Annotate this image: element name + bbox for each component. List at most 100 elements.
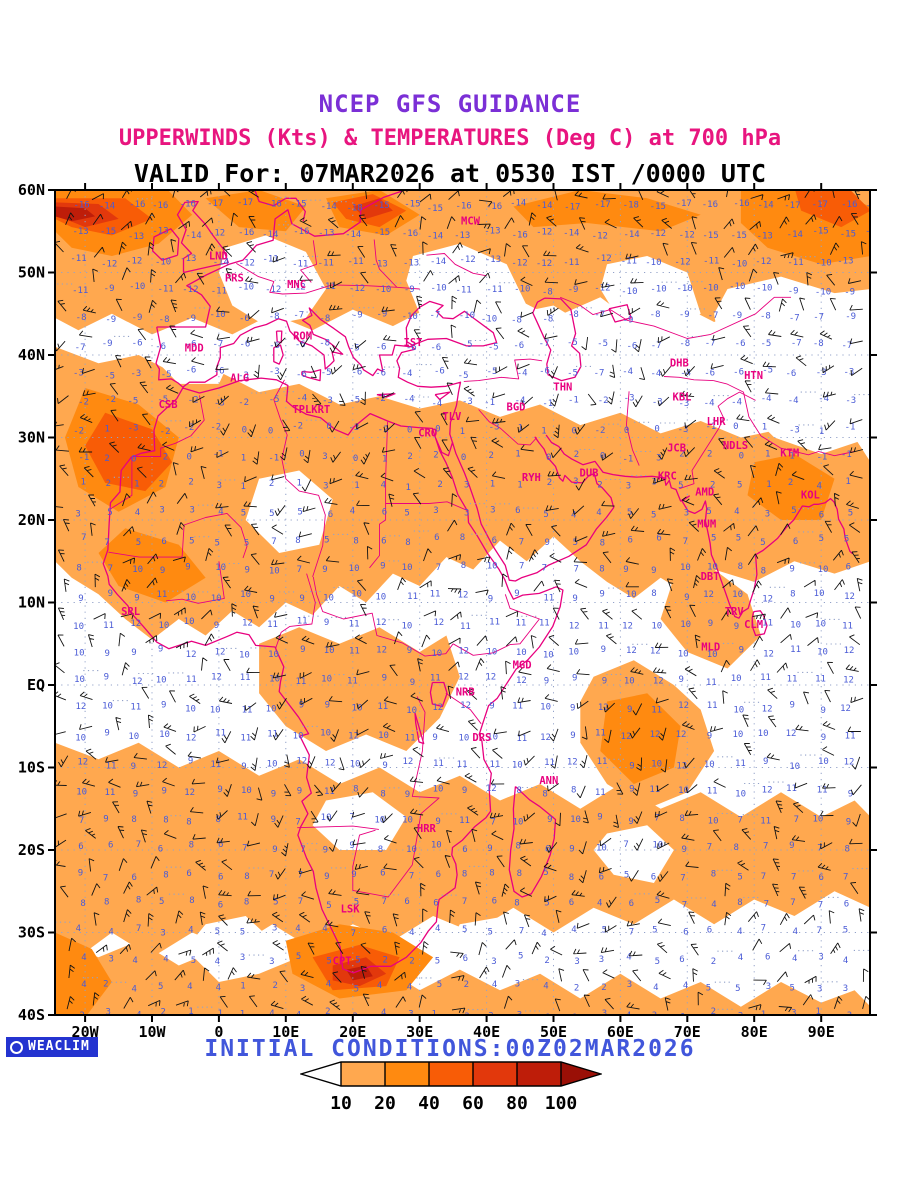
country-border [478, 409, 538, 446]
temperature-value: 4 [377, 981, 382, 991]
temperature-value: 10 [321, 675, 332, 685]
station-label-HRR: HRR [417, 823, 437, 835]
temperature-value: -9 [845, 312, 856, 322]
temperature-value: 12 [215, 647, 226, 657]
temperature-value: 6 [599, 872, 604, 882]
temperature-value: 9 [462, 786, 467, 796]
temperature-value: 9 [322, 565, 327, 575]
temperature-value: 9 [405, 790, 410, 800]
temperature-value: 0 [461, 453, 466, 463]
temperature-value: 3 [656, 454, 661, 464]
temperature-value: 12 [296, 757, 307, 767]
temperature-value: -3 [489, 422, 500, 432]
temperature-value: 5 [624, 870, 629, 880]
temperature-value: 10 [156, 676, 167, 686]
temperature-value: -16 [702, 200, 718, 210]
temperature-value: 11 [210, 760, 221, 770]
temperature-value: -10 [621, 287, 637, 297]
temperature-value: -6 [406, 343, 417, 353]
coastline [429, 681, 448, 708]
temperature-value: -16 [293, 227, 309, 237]
temperature-value: 0 [571, 427, 576, 437]
station-label-BGD: BGD [507, 401, 526, 413]
temperature-value: -2 [375, 394, 386, 404]
temperature-value: 8 [872, 535, 877, 545]
temperature-value: 1 [134, 479, 139, 489]
temperature-value: 7 [573, 564, 578, 574]
temperature-value: 9 [410, 678, 415, 688]
temperature-value: 12 [762, 704, 773, 714]
temperature-value: 11 [297, 617, 308, 627]
temperature-value: -8 [872, 343, 883, 353]
temperature-value: 11 [240, 673, 251, 683]
temperature-value: 5 [737, 480, 742, 490]
temperature-value: 5 [435, 957, 440, 967]
temperature-value: -6 [214, 367, 225, 377]
temperature-value: -4 [761, 394, 772, 404]
temperature-value: 3 [408, 1010, 413, 1020]
temperature-value: -12 [595, 254, 611, 264]
country-border [679, 391, 756, 490]
temperature-value: -10 [209, 310, 225, 320]
coastline [545, 434, 854, 619]
temperature-value: -12 [650, 229, 666, 239]
temperature-value: 7 [629, 928, 634, 938]
temperature-value: -6 [375, 368, 386, 378]
temperature-value: 8 [295, 536, 300, 546]
temperature-value: 10 [707, 650, 718, 660]
temperature-value: 4 [541, 929, 546, 939]
temperature-value: -3 [652, 398, 663, 408]
temperature-value: 9 [570, 731, 575, 741]
temperature-value: 4 [269, 1009, 274, 1019]
temperature-value: 10 [431, 841, 442, 851]
temperature-value: 10 [789, 762, 800, 772]
station-label-IST: IST [404, 337, 423, 349]
station-label-MDD: MDD [185, 343, 204, 355]
temperature-value: -14 [99, 202, 115, 212]
temperature-value: 12 [186, 650, 197, 660]
coastline [376, 393, 396, 398]
temperature-value: 11 [349, 619, 360, 629]
temperature-value: 6 [492, 896, 497, 906]
temperature-value: 10 [402, 563, 413, 573]
temperature-value: -4 [872, 397, 883, 407]
temperature-value: 9 [271, 790, 276, 800]
temperature-value: 4 [132, 956, 137, 966]
temperature-value: 5 [573, 538, 578, 548]
colorbar-right-arrow [561, 1062, 601, 1086]
temperature-value: 5 [273, 898, 278, 908]
temperature-value: 5 [706, 507, 711, 517]
temperature-value: 2 [352, 1012, 357, 1022]
temperature-value: 7 [297, 565, 302, 575]
temperature-value: 10 [732, 730, 743, 740]
temperature-value: 9 [629, 761, 634, 771]
temperature-value: 10 [323, 594, 334, 604]
temperature-value: -9 [185, 314, 196, 324]
temperature-value: 9 [214, 621, 219, 631]
temperature-value: 8 [244, 872, 249, 882]
temperature-value: 3 [652, 1011, 657, 1021]
station-label-SRL: SRL [121, 606, 140, 618]
temperature-value: 10 [74, 675, 85, 685]
temperature-value: 9 [160, 566, 165, 576]
temperature-value: 8 [104, 898, 109, 908]
temperature-value: 3 [847, 1011, 852, 1021]
temperature-value: 5 [158, 982, 163, 992]
temperature-value: 0 [326, 422, 331, 432]
temperature-value: 12 [402, 757, 413, 767]
temperature-value: -17 [676, 199, 692, 209]
temperature-value: 8 [761, 567, 766, 577]
temperature-value: 12 [843, 676, 854, 686]
temperature-value: 3 [517, 1011, 522, 1021]
temperature-value: 3 [626, 482, 631, 492]
temperature-value: 10 [680, 620, 691, 630]
station-label-LSK: LSK [341, 904, 361, 916]
temperature-value: -3 [678, 399, 689, 409]
temperature-value: -18 [623, 200, 639, 210]
temperature-value: 9 [299, 700, 304, 710]
temperature-value: -14 [787, 230, 803, 240]
temperature-value: 10 [158, 621, 169, 631]
temperature-value: 10 [678, 786, 689, 796]
temperature-value: 8 [163, 870, 168, 880]
temperature-value: 9 [489, 702, 494, 712]
